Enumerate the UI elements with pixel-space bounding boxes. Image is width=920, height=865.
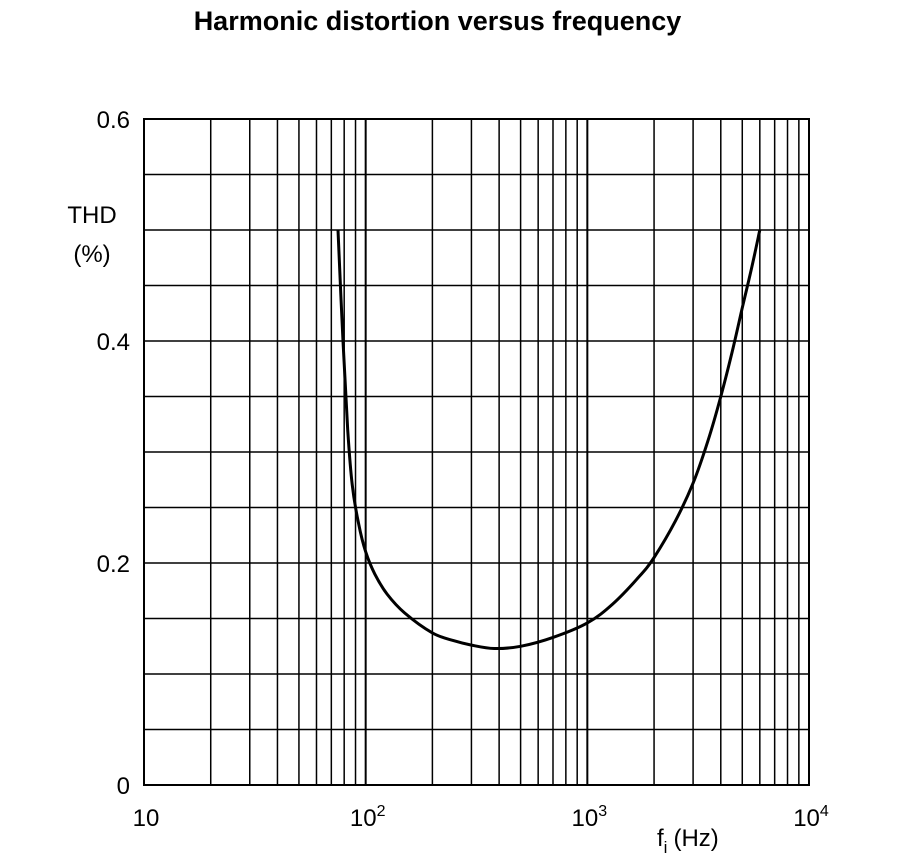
x-tick-label: 10 — [133, 805, 160, 832]
thd-curve — [336, 229, 762, 651]
y-tick-label: 0.6 — [97, 107, 130, 134]
grid-lines — [144, 119, 809, 785]
x-axis-label: fi (Hz) — [657, 825, 719, 857]
plot-frame — [143, 118, 810, 786]
y-tick-labels: 0 0.2 0.4 0.6 — [97, 107, 130, 800]
y-axis-label-line2: (%) — [73, 241, 110, 268]
chart-title: Harmonic distortion versus frequency — [193, 6, 682, 36]
x-tick-label: 104 — [793, 803, 829, 832]
y-tick-label: 0 — [117, 773, 130, 800]
x-tick-label: 102 — [350, 803, 386, 832]
x-tick-labels: 10 102 103 104 — [133, 803, 829, 832]
y-tick-label: 0.2 — [97, 551, 130, 578]
y-axis-label-line1: THD — [67, 202, 116, 229]
x-tick-label: 103 — [572, 803, 608, 832]
y-tick-label: 0.4 — [97, 329, 130, 356]
